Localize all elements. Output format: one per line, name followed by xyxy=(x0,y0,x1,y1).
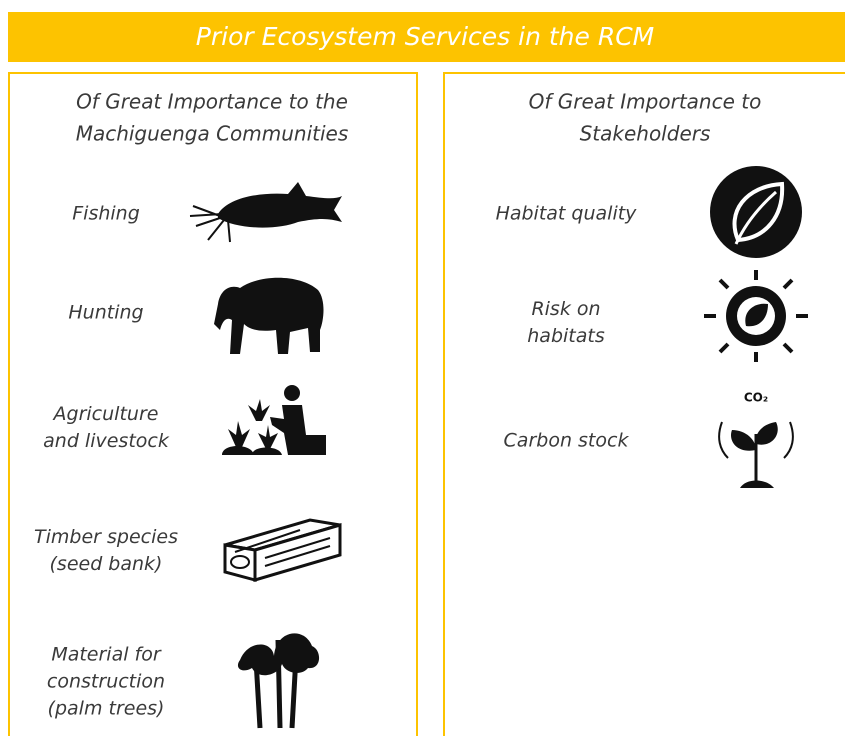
page-title: Prior Ecosystem Services in the RCM xyxy=(196,22,654,51)
service-label: (seed bank) xyxy=(50,553,163,575)
fish-icon xyxy=(189,182,342,243)
service-label: and livestock xyxy=(43,430,170,452)
service-label: Habitat quality xyxy=(496,203,638,225)
palm-icon xyxy=(237,633,320,729)
service-label: Material for xyxy=(51,644,162,666)
tapir-icon xyxy=(214,277,324,354)
header-bar xyxy=(8,12,845,62)
service-label: (palm trees) xyxy=(48,698,165,720)
service-label: Fishing xyxy=(72,203,140,225)
habitat-icon xyxy=(710,166,802,258)
service-label: habitats xyxy=(527,325,605,347)
risk-icon xyxy=(704,270,808,362)
panel-heading: Stakeholders xyxy=(580,122,711,146)
panel-heading: Of Great Importance to xyxy=(529,90,762,114)
timber-icon xyxy=(223,518,342,583)
left-panel xyxy=(8,72,418,736)
service-label: Hunting xyxy=(68,302,143,324)
agriculture-icon xyxy=(222,385,326,455)
service-label: Carbon stock xyxy=(504,430,630,452)
service-label: Risk on xyxy=(531,298,600,320)
carbon-icon xyxy=(718,421,794,488)
service-label: Agriculture xyxy=(52,403,159,425)
service-label: construction xyxy=(47,671,165,693)
right-panel xyxy=(443,72,845,736)
panel-heading: Machiguenga Communities xyxy=(76,122,349,146)
service-label: Timber species xyxy=(34,526,178,548)
panel-heading: Of Great Importance to the xyxy=(76,90,348,114)
co2-label: CO₂ xyxy=(744,391,768,405)
